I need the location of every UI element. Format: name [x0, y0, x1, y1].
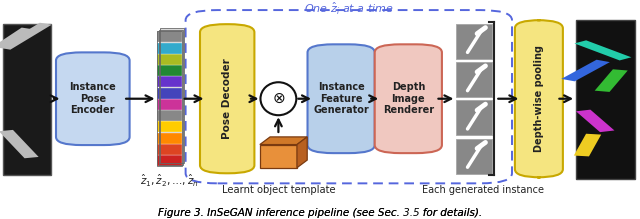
Bar [0, 28, 35, 48]
Bar [561, 60, 610, 81]
Bar [159, 53, 183, 64]
Bar [157, 31, 182, 166]
Bar [160, 152, 184, 163]
Bar [157, 32, 182, 42]
Text: Each generated instance: Each generated instance [422, 185, 544, 195]
Bar [159, 30, 183, 41]
Bar [159, 154, 183, 165]
FancyBboxPatch shape [56, 52, 130, 145]
Text: Figure 3. InSeGAN inference pipeline (see Sec.       for details).: Figure 3. InSeGAN inference pipeline (se… [158, 208, 482, 218]
Bar [576, 20, 635, 179]
Bar [0, 23, 52, 50]
Text: $\hat{z}_1, \hat{z}_2, \ldots, \hat{z}_n$: $\hat{z}_1, \hat{z}_2, \ldots, \hat{z}_n… [140, 173, 199, 189]
Bar [159, 120, 183, 131]
FancyBboxPatch shape [515, 20, 563, 177]
Bar [160, 107, 184, 118]
Polygon shape [260, 137, 307, 145]
Bar [160, 51, 184, 62]
Bar [160, 85, 184, 96]
Text: Depth
Image
Renderer: Depth Image Renderer [383, 82, 434, 115]
Bar [159, 97, 183, 109]
Bar [160, 28, 184, 40]
Bar [159, 109, 183, 120]
Text: Learnt object template: Learnt object template [221, 185, 335, 195]
Bar [159, 75, 183, 86]
Bar [157, 122, 182, 132]
Bar [595, 69, 628, 92]
Bar [160, 40, 184, 51]
Bar [456, 62, 492, 97]
Bar [160, 62, 184, 73]
Bar [159, 131, 183, 142]
Bar [574, 134, 601, 156]
Bar [159, 86, 183, 97]
Bar [3, 24, 51, 175]
Bar [160, 28, 184, 163]
Bar [160, 74, 184, 85]
Text: One $\hat{z}_i$ at a time: One $\hat{z}_i$ at a time [304, 1, 394, 17]
Bar [157, 99, 182, 110]
Bar [159, 143, 183, 154]
Text: Depth-wise pooling: Depth-wise pooling [534, 45, 544, 152]
Bar [157, 54, 182, 65]
Bar [157, 43, 182, 54]
Bar [157, 133, 182, 144]
Bar [260, 145, 297, 168]
Bar [159, 64, 183, 75]
Polygon shape [297, 137, 307, 168]
Bar [157, 88, 182, 99]
Text: Instance
Pose
Encoder: Instance Pose Encoder [69, 82, 116, 115]
Bar [456, 24, 492, 59]
Bar [159, 41, 183, 52]
Bar [157, 155, 182, 166]
Bar [157, 144, 182, 155]
Bar [160, 96, 184, 107]
Bar [574, 40, 632, 60]
Bar [157, 65, 182, 76]
FancyBboxPatch shape [308, 44, 375, 153]
Bar [456, 100, 492, 136]
Bar [456, 139, 492, 174]
Bar [159, 30, 183, 165]
FancyBboxPatch shape [200, 24, 255, 173]
Bar [160, 141, 184, 152]
Bar [157, 76, 182, 87]
Bar [576, 110, 614, 132]
Text: Pose Decoder: Pose Decoder [222, 58, 232, 139]
Bar [157, 110, 182, 121]
Bar [0, 130, 38, 158]
Bar [160, 130, 184, 141]
FancyBboxPatch shape [375, 44, 442, 153]
Ellipse shape [260, 82, 296, 115]
Text: $\otimes$: $\otimes$ [272, 91, 285, 106]
Bar [160, 118, 184, 130]
Text: Instance
Feature
Generator: Instance Feature Generator [313, 82, 369, 115]
Text: Figure 3. InSeGAN inference pipeline (see Sec. 3.5 for details).: Figure 3. InSeGAN inference pipeline (se… [158, 208, 482, 218]
